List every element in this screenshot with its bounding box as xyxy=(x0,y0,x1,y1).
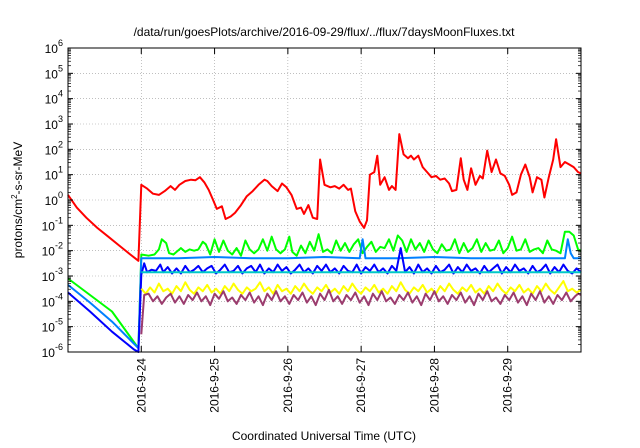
x-tick-label: 2016-9-29 xyxy=(501,358,515,413)
y-tick-label: 10-4 xyxy=(42,291,63,309)
plot-frame xyxy=(67,47,582,353)
x-tick-label: 2016-9-28 xyxy=(427,358,441,413)
y-tick-label: 105 xyxy=(45,63,63,81)
y-tick-label: 100 xyxy=(45,190,63,208)
x-tick-label: 2016-9-27 xyxy=(354,358,368,413)
y-tick-label: 10-5 xyxy=(42,317,63,335)
chart-title: /data/run/goesPlots/archive/2016-09-29/f… xyxy=(134,25,516,39)
series-line-1 xyxy=(67,133,582,262)
y-axis-label-base: protons/cm xyxy=(11,199,25,258)
series-group xyxy=(67,133,582,353)
x-tick-label: 2016-9-26 xyxy=(281,358,295,413)
x-tick-label: 2016-9-24 xyxy=(134,358,148,413)
x-axis-label: Coordinated Universal Time (UTC) xyxy=(232,429,416,443)
y-tick-label: 104 xyxy=(45,89,63,107)
y-axis-label-rest: -s-sr-MeV xyxy=(11,142,25,195)
series-line-6 xyxy=(140,280,582,295)
series-line-7 xyxy=(140,288,582,335)
y-tick-label: 106 xyxy=(45,38,63,56)
y-tick-label: 10-1 xyxy=(42,215,63,233)
y-tick-label: 10-3 xyxy=(42,266,63,284)
series-line-2 xyxy=(67,230,582,350)
y-tick-label: 10-6 xyxy=(42,342,63,360)
y-tick-label: 10-2 xyxy=(42,241,63,259)
y-tick-label: 101 xyxy=(45,165,63,183)
x-tick-label: 2016-9-25 xyxy=(208,358,222,413)
y-axis-label: protons/cm2-s-sr-MeV xyxy=(10,142,25,258)
y-axis: 10-6 10-5 10-4 10-3 10-2 10-1 100 101 102 103 104 1… xyxy=(42,38,581,360)
y-tick-label: 102 xyxy=(45,139,63,157)
y-tick-label: 103 xyxy=(45,114,63,132)
x-axis: 2016-9-24 2016-9-25 2016-9-26 2016-9-27 2016… xyxy=(134,48,515,413)
grid xyxy=(68,48,581,352)
y-axis-label-sup: 2 xyxy=(10,194,19,199)
